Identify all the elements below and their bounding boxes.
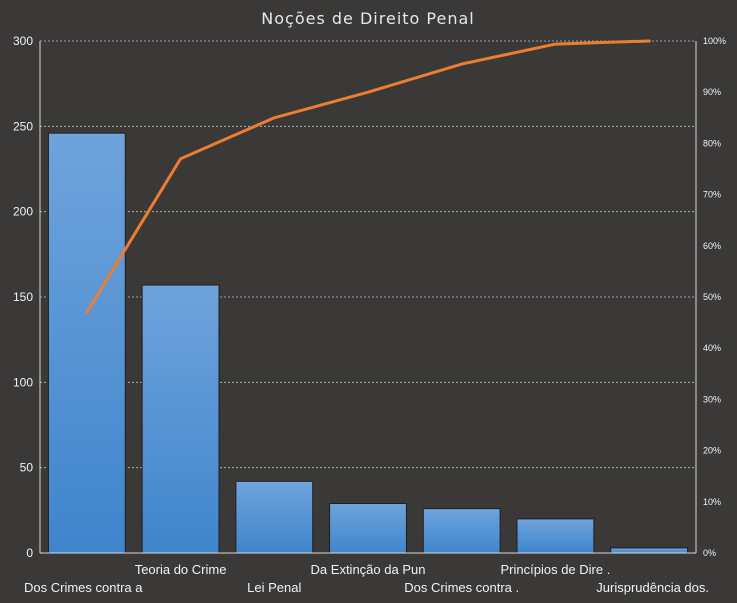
y-tick-label: 50 — [20, 461, 34, 475]
cumulative-line — [85, 39, 651, 314]
y2-tick-label: 100% — [703, 36, 726, 46]
bar — [141, 284, 220, 554]
y2-axis: 0% 10% 20% 30% 40% 50% 60% 70% 80% 90% 100% — [703, 36, 726, 558]
y2-tick-label: 0% — [703, 548, 716, 558]
y-tick-label: 200 — [13, 205, 33, 219]
x-tick-label: Princípios de Dire . — [501, 562, 611, 577]
y2-tick-label: 50% — [703, 292, 721, 302]
y2-tick-label: 80% — [703, 138, 721, 148]
y-tick-label: 250 — [13, 119, 33, 133]
x-tick-label: Dos Crimes contra . — [404, 580, 519, 595]
x-tick-label: Jurisprudência dos. — [596, 580, 709, 595]
x-tick-label: Da Extinção da Pun — [311, 562, 426, 577]
y2-tick-label: 70% — [703, 190, 721, 200]
y2-tick-label: 20% — [703, 446, 721, 456]
bar — [422, 508, 501, 554]
x-tick-label: Teoria do Crime — [135, 562, 227, 577]
y-tick-label: 150 — [13, 290, 33, 304]
x-axis: Dos Crimes contra a Teoria do Crime Lei Pe… — [24, 562, 709, 595]
x-tick-label: Dos Crimes contra a — [24, 580, 143, 595]
bar — [235, 480, 314, 554]
y-tick-label: 300 — [13, 34, 33, 48]
y-axis: 0 50 100 150 200 250 300 — [13, 34, 697, 560]
y2-tick-label: 60% — [703, 241, 721, 251]
bar — [47, 132, 126, 554]
chart-title: Noções de Direito Penal — [261, 9, 474, 28]
y-tick-label: 100 — [13, 375, 33, 389]
bar — [329, 503, 407, 554]
gridlines — [40, 40, 696, 469]
bars — [47, 132, 689, 554]
x-tick-label: Lei Penal — [247, 580, 301, 595]
y2-tick-label: 10% — [703, 497, 721, 507]
y-tick-label: 0 — [26, 546, 33, 560]
cumulative-percent-line — [85, 39, 651, 314]
y2-tick-label: 90% — [703, 87, 721, 97]
bar — [610, 547, 689, 554]
y2-tick-label: 30% — [703, 394, 721, 404]
bar — [516, 518, 595, 554]
y2-tick-label: 40% — [703, 343, 721, 353]
